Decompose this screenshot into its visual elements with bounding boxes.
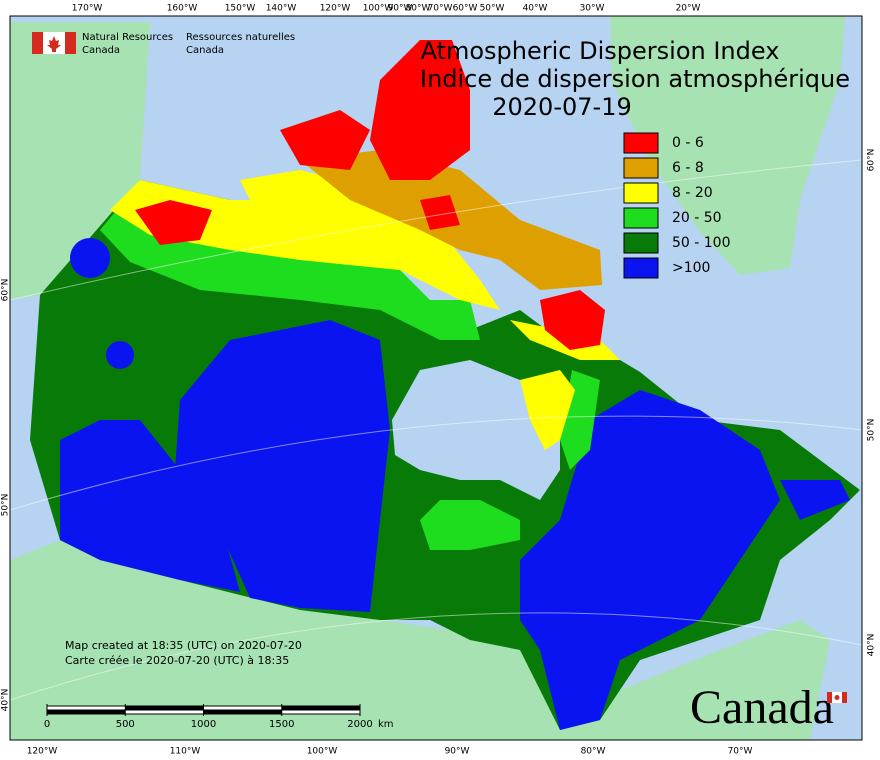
longitude-label: 90°W bbox=[388, 4, 413, 14]
legend-label: 20 - 50 bbox=[672, 210, 722, 226]
longitude-label: 30°W bbox=[580, 4, 605, 14]
agency-fr: Ressources naturelles bbox=[186, 32, 295, 43]
region-0-6 bbox=[420, 195, 460, 230]
scale-segment bbox=[47, 710, 126, 714]
maple-leaf bbox=[47, 36, 61, 52]
title-en: Atmospheric Dispersion Index bbox=[421, 37, 780, 65]
scale-label: 0 bbox=[44, 719, 50, 730]
created-en: Map created at 18:35 (UTC) on 2020-07-20 bbox=[65, 639, 302, 652]
region-0-6 bbox=[280, 110, 370, 170]
region-over-100 bbox=[60, 420, 240, 592]
flag-band bbox=[827, 692, 832, 703]
longitude-label: 160°W bbox=[167, 4, 198, 14]
latitude-label: 60°N bbox=[867, 149, 877, 172]
region-over-100 bbox=[70, 238, 110, 278]
created-fr: Carte créée le 2020-07-20 (UTC) à 18:35 bbox=[65, 654, 289, 667]
longitude-label: 100°W bbox=[363, 4, 394, 14]
legend-swatch bbox=[623, 132, 659, 154]
legend-label: 0 - 6 bbox=[672, 135, 704, 151]
longitude-label: 50°W bbox=[480, 4, 505, 14]
agency-fr-country: Canada bbox=[186, 45, 224, 56]
latitude-label: 40°N bbox=[867, 634, 877, 657]
scale-segment bbox=[125, 706, 204, 710]
region-over-100 bbox=[106, 341, 134, 369]
legend-swatch bbox=[623, 232, 659, 254]
scale-unit: km bbox=[378, 719, 394, 730]
region-over-100 bbox=[780, 480, 850, 520]
greenland bbox=[610, 16, 845, 275]
region-over-100 bbox=[175, 320, 390, 612]
region-0-6 bbox=[135, 200, 212, 245]
longitude-label: 70°W bbox=[428, 4, 453, 14]
graticule bbox=[9, 159, 863, 701]
longitude-label: 40°W bbox=[523, 4, 548, 14]
legend-label: 8 - 20 bbox=[672, 185, 713, 201]
latitude-label: 50°N bbox=[867, 419, 877, 442]
scale-label: 2000 bbox=[347, 719, 372, 730]
graticule-line bbox=[9, 612, 863, 701]
scale-label: 1000 bbox=[191, 719, 216, 730]
agency-en-country: Canada bbox=[82, 45, 120, 56]
agency-signature: Natural Resources Canada Ressources natu… bbox=[32, 32, 295, 56]
latitude-label: 60°N bbox=[1, 279, 11, 302]
graticule-line bbox=[9, 159, 863, 301]
longitude-label: 60°W bbox=[453, 4, 478, 14]
legend-swatch bbox=[623, 207, 659, 229]
flag-band bbox=[65, 32, 76, 54]
hudson-bay bbox=[392, 360, 560, 500]
scale-label: 1500 bbox=[269, 719, 294, 730]
graticule-line bbox=[9, 415, 863, 511]
agency-en: Natural Resources bbox=[82, 32, 173, 43]
region-0-6 bbox=[540, 290, 605, 350]
alaska bbox=[10, 22, 150, 300]
wordmark-flag bbox=[827, 692, 847, 703]
scale-segment bbox=[281, 706, 360, 710]
canada-wordmark: Canada bbox=[690, 681, 834, 734]
graticule-labels: 170°W 160°W 150°W 140°W 120°W 100°W90°W80°W70… bbox=[1, 4, 877, 757]
legend-label: 50 - 100 bbox=[672, 235, 731, 251]
longitude-label: 90°W bbox=[445, 747, 470, 757]
latitude-label: 50°N bbox=[1, 494, 11, 517]
legend-swatch bbox=[623, 257, 659, 279]
legend-label: >100 bbox=[672, 260, 710, 276]
scale-segment bbox=[203, 710, 282, 714]
longitude-label: 150°W bbox=[225, 4, 256, 14]
longitude-label: 80°W bbox=[406, 4, 431, 14]
latitude-label: 40°N bbox=[1, 689, 11, 712]
longitude-label: 100°W bbox=[307, 747, 338, 757]
longitude-label: 140°W bbox=[266, 4, 297, 14]
scale-bar: 0 500 1000 1500 2000 km bbox=[44, 704, 394, 730]
united-states bbox=[10, 540, 830, 740]
region-8-20 bbox=[520, 370, 575, 450]
maple-leaf bbox=[834, 695, 840, 700]
region-20-50 bbox=[420, 500, 520, 550]
legend-swatch bbox=[623, 157, 659, 179]
region-0-6 bbox=[370, 40, 470, 180]
flag-band bbox=[842, 692, 847, 703]
scale-label: 500 bbox=[116, 719, 135, 730]
longitude-label: 120°W bbox=[27, 747, 58, 757]
legend: 0 - 6 6 - 8 8 - 20 20 - 50 50 - 100 >100 bbox=[623, 132, 731, 279]
region-over-100 bbox=[520, 390, 780, 730]
longitude-label: 80°W bbox=[581, 747, 606, 757]
longitude-label: 20°W bbox=[676, 4, 701, 14]
map-area bbox=[9, 16, 863, 740]
longitude-label: 120°W bbox=[320, 4, 351, 14]
longitude-label: 170°W bbox=[72, 4, 103, 14]
flag-band bbox=[32, 32, 43, 54]
longitude-label: 70°W bbox=[728, 747, 753, 757]
map-date: 2020-07-19 bbox=[492, 93, 631, 121]
legend-label: 6 - 8 bbox=[672, 160, 704, 176]
map-frame bbox=[9, 15, 863, 741]
longitude-label: 110°W bbox=[170, 747, 201, 757]
legend-swatch bbox=[623, 182, 659, 204]
title-fr: Indice de dispersion atmosphérique bbox=[420, 65, 850, 93]
